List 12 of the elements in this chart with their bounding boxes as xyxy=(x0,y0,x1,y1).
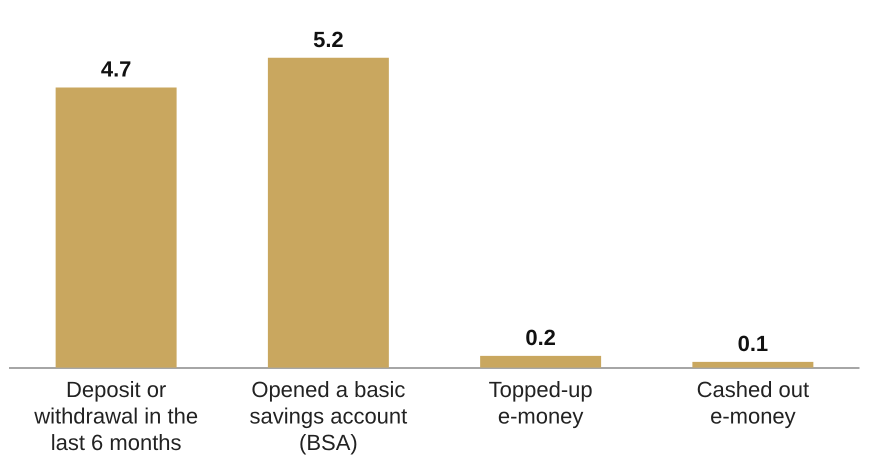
data-label: 5.2 xyxy=(313,26,344,52)
bar xyxy=(56,88,177,368)
bar xyxy=(692,362,814,368)
data-label: 0.1 xyxy=(738,330,768,356)
data-label: 0.2 xyxy=(525,324,556,350)
x-tick-label: Deposit or withdrawal in the last 6 months xyxy=(33,377,198,455)
x-tick-label: Topped-up e-money xyxy=(488,377,593,428)
data-label: 4.7 xyxy=(100,56,132,82)
x-tick-label: Opened a basic savings account (BSA) xyxy=(249,377,408,455)
bar xyxy=(268,58,389,368)
bar xyxy=(480,356,602,368)
x-tick-label: Cashed out e-money xyxy=(696,377,810,428)
